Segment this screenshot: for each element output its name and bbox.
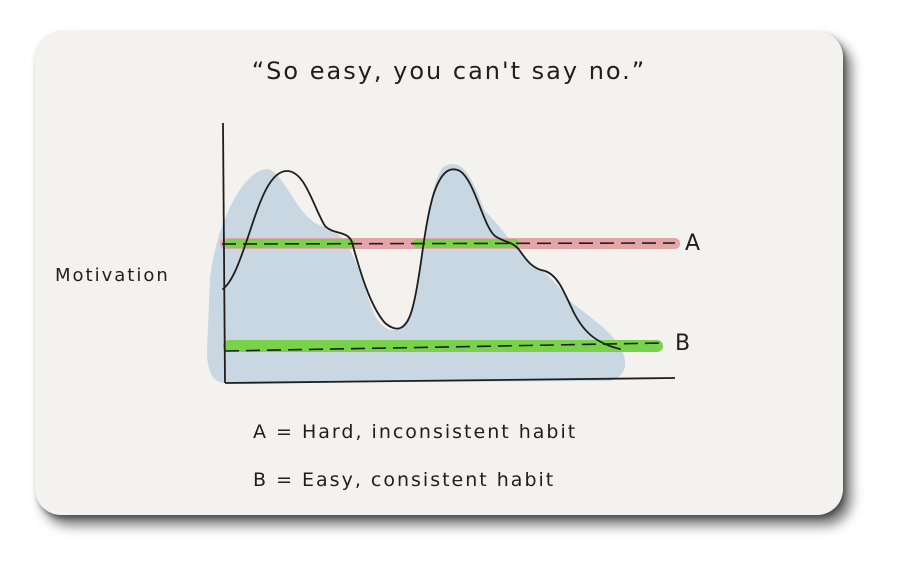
motivation-area bbox=[207, 164, 626, 383]
line-b-dashes bbox=[224, 342, 664, 352]
diagram-title: “So easy, you can't say no.” bbox=[252, 57, 646, 85]
motivation-curve bbox=[222, 168, 621, 350]
y-axis bbox=[222, 122, 226, 384]
line-b-label: B bbox=[675, 331, 692, 356]
line-a-dashes bbox=[221, 242, 676, 245]
motivation-diagram: “So easy, you can't say no.” Motivation … bbox=[55, 57, 702, 491]
legend-a: A = Hard, inconsistent habit bbox=[253, 421, 577, 443]
legend-b: B = Easy, consistent habit bbox=[253, 469, 555, 491]
diagram-card: “So easy, you can't say no.” Motivation … bbox=[35, 31, 843, 515]
x-axis bbox=[224, 377, 676, 384]
y-axis-label: Motivation bbox=[55, 265, 170, 286]
line-a-label: A bbox=[685, 231, 702, 256]
